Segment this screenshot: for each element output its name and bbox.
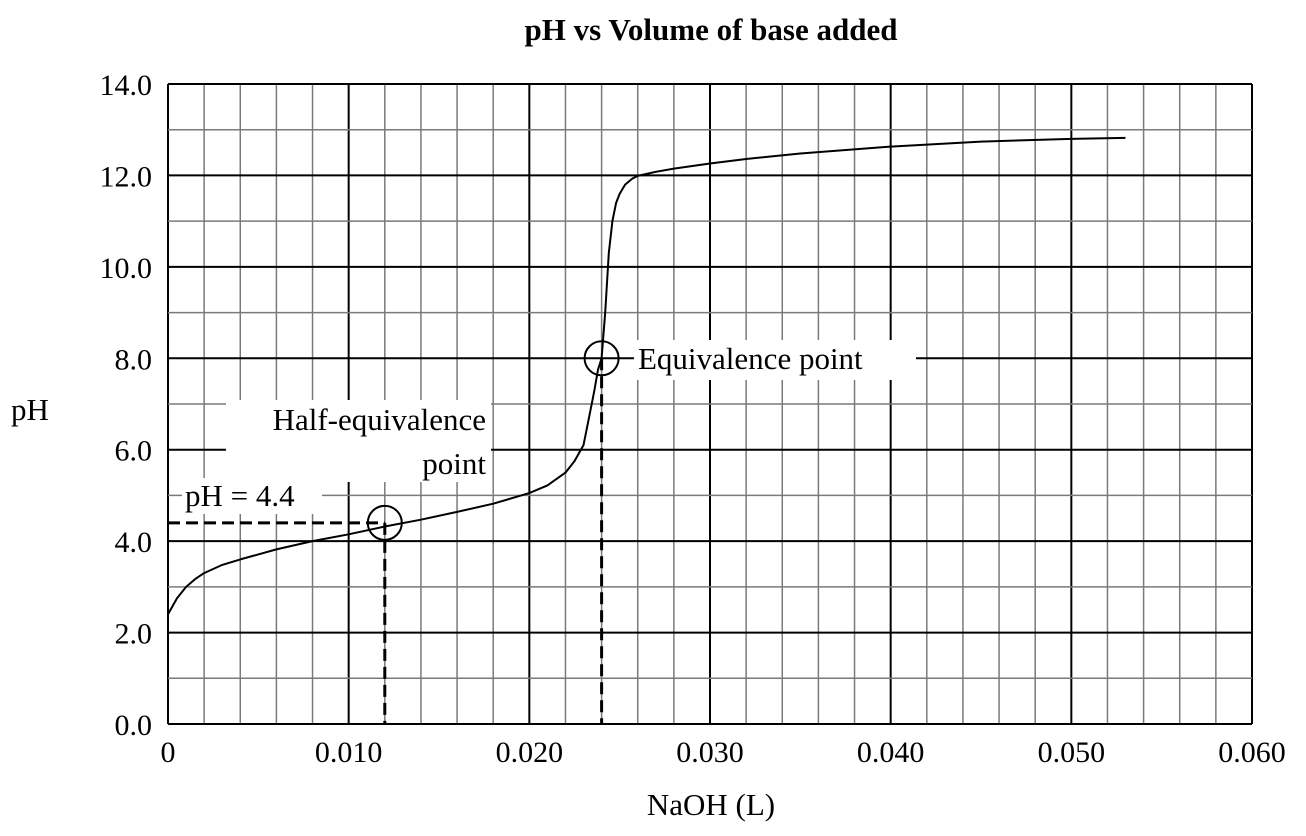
y-tick-label: 2.0 bbox=[115, 618, 153, 651]
x-tick-label: 0 bbox=[161, 736, 176, 769]
y-tick-label: 8.0 bbox=[115, 343, 153, 376]
equivalence-label: Equivalence point bbox=[638, 341, 863, 376]
ph-readout-bg bbox=[182, 478, 322, 514]
y-tick-label: 6.0 bbox=[115, 435, 153, 468]
x-tick-label: 0.060 bbox=[1218, 736, 1286, 769]
ph-readout-label: pH = 4.4 bbox=[185, 478, 295, 513]
equivalence-label-bg bbox=[634, 340, 916, 380]
x-tick-label: 0.040 bbox=[857, 736, 925, 769]
y-tick-label: 0.0 bbox=[115, 709, 153, 742]
x-tick-label: 0.010 bbox=[315, 736, 383, 769]
y-tick-labels: 0.0 2.0 4.0 6.0 8.0 10.0 12.0 14.0 bbox=[100, 69, 153, 742]
half-equivalence-label-bg bbox=[226, 400, 491, 482]
y-tick-label: 10.0 bbox=[100, 252, 153, 285]
curve-layer bbox=[167, 136, 1126, 615]
x-tick-label: 0.050 bbox=[1038, 736, 1106, 769]
half-equivalence-marker bbox=[366, 504, 403, 541]
y-tick-label: 4.0 bbox=[115, 526, 153, 559]
point-markers bbox=[366, 340, 620, 541]
chart-title: pH vs Volume of base added bbox=[525, 12, 898, 47]
x-tick-label: 0.030 bbox=[676, 736, 744, 769]
y-tick-label: 14.0 bbox=[100, 69, 153, 102]
titration-curve bbox=[167, 136, 1126, 615]
x-tick-label: 0.020 bbox=[496, 736, 564, 769]
dashed-guides bbox=[168, 358, 604, 724]
y-tick-label: 12.0 bbox=[100, 160, 153, 193]
half-equivalence-label-line1: Half-equivalence bbox=[273, 402, 486, 437]
equivalence-marker bbox=[583, 340, 620, 377]
x-tick-labels: 0 0.010 0.020 0.030 0.040 0.050 0.060 bbox=[161, 736, 1286, 769]
half-equivalence-label-line2: point bbox=[422, 446, 486, 481]
y-axis-label: pH bbox=[11, 392, 49, 427]
x-axis-label: NaOH (L) bbox=[647, 787, 775, 822]
